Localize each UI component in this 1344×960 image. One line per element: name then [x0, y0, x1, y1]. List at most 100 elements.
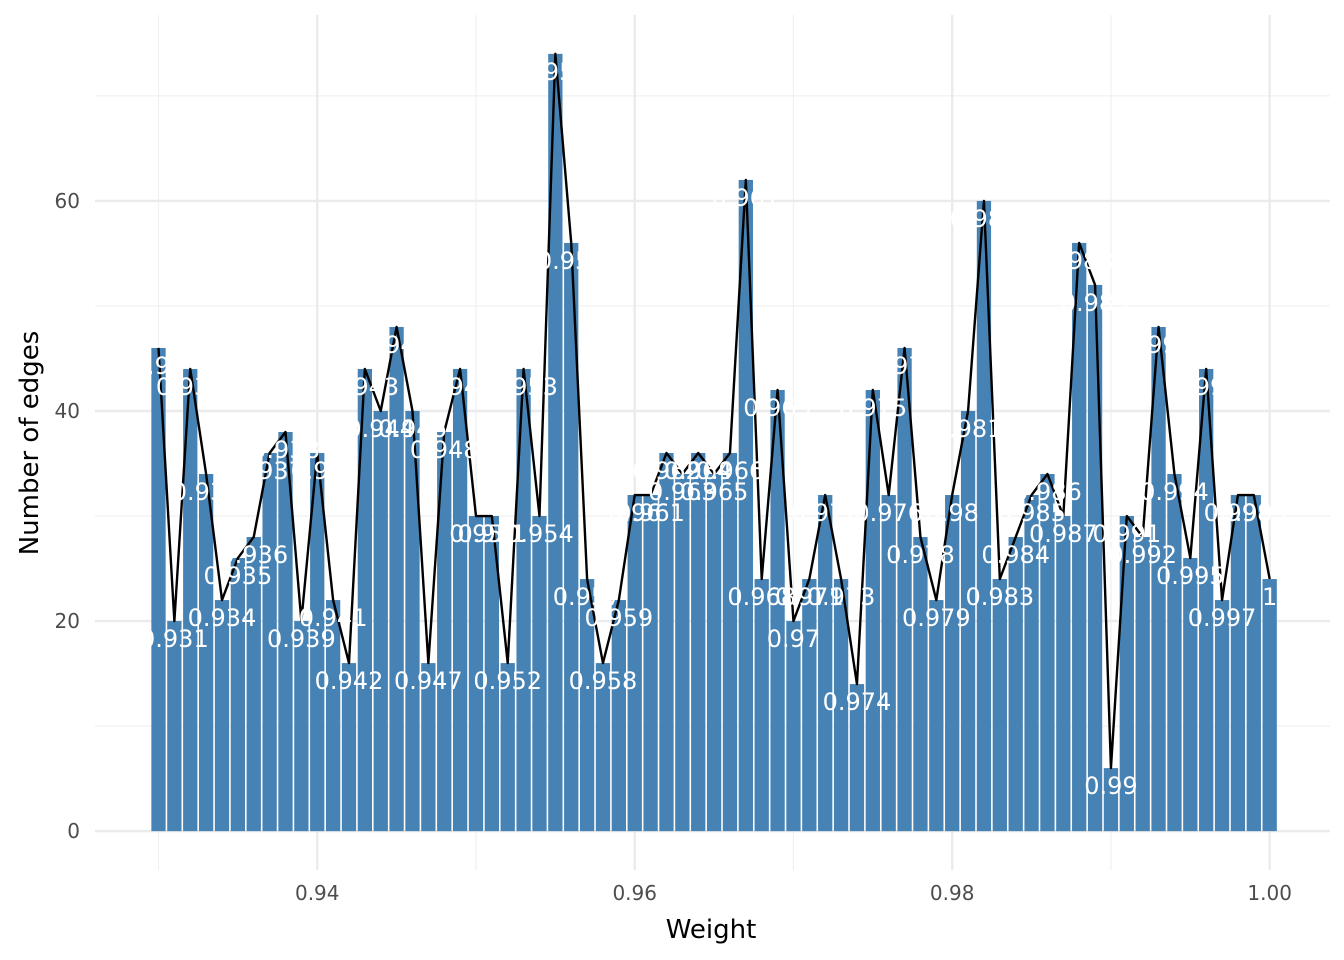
bar-label: 0.931 — [140, 625, 209, 653]
bar-label: 0.965 — [680, 478, 749, 506]
bar — [1008, 537, 1023, 832]
bar — [389, 326, 404, 832]
bar — [913, 537, 928, 832]
bar — [754, 579, 769, 832]
bar-label: 0.951 — [457, 520, 526, 548]
bar-label: 0.978 — [886, 541, 955, 569]
bar-label: 0.947 — [394, 667, 463, 695]
bar-label: 0.982 — [950, 205, 1019, 233]
bar — [706, 474, 722, 832]
bar-label: 0.946 — [378, 415, 447, 443]
bar — [579, 579, 595, 832]
bar — [960, 410, 976, 832]
bar-label: 0.95 — [449, 520, 502, 548]
bar-label: 0.968 — [727, 583, 796, 611]
bar-label: 0.96 — [608, 499, 661, 527]
bar — [992, 579, 1007, 832]
bar-label: 0.934 — [188, 604, 257, 632]
x-axis-ticks: 0.94 0.96 0.98 1.00 — [295, 881, 1292, 905]
bar-label: 0.93 — [132, 352, 185, 380]
bar-label: 0.966 — [696, 457, 765, 485]
bar — [373, 410, 388, 832]
bar-label: 0.991 — [1092, 520, 1161, 548]
bar — [802, 579, 817, 832]
bar — [183, 368, 198, 832]
bar-label: 0.981 — [934, 415, 1003, 443]
bar-label: 0.995 — [1156, 562, 1225, 590]
bar-label: 0.969 — [743, 394, 812, 422]
bar — [1167, 474, 1182, 832]
bar — [564, 242, 579, 832]
bar-label: 0.971 — [775, 583, 844, 611]
bar — [1072, 242, 1087, 832]
bar-label: 0.998 — [1204, 499, 1273, 527]
y-tick-label: 60 — [55, 189, 80, 213]
bar-label: 0.942 — [315, 667, 384, 695]
bar-label: 0.992 — [1108, 541, 1177, 569]
bar-label: 0.999 — [1219, 499, 1288, 527]
bar-label: 0.949 — [426, 373, 495, 401]
bar-label: 0.941 — [299, 604, 368, 632]
bar — [421, 663, 436, 832]
bar — [357, 368, 373, 832]
bar-label: 0.996 — [1172, 373, 1241, 401]
bar — [262, 453, 277, 832]
x-tick-label: 0.96 — [612, 881, 657, 905]
bar — [786, 621, 801, 832]
bar — [595, 663, 611, 832]
bar — [1230, 495, 1246, 832]
bar-label: 0.993 — [1124, 331, 1193, 359]
bar — [214, 600, 230, 832]
bar-label: 0.994 — [1140, 478, 1209, 506]
bar-label: 0.945 — [362, 331, 431, 359]
bar-label: 0.944 — [346, 415, 415, 443]
bar-label: 0.959 — [584, 604, 653, 632]
bar — [1151, 326, 1166, 832]
bar — [1246, 495, 1261, 832]
bar-label: 0.933 — [172, 478, 241, 506]
y-axis-ticks: 0 20 40 60 — [55, 189, 80, 843]
bar-label: 0.985 — [997, 499, 1066, 527]
bar — [167, 621, 182, 832]
bar-label: 0.967 — [711, 184, 780, 212]
bar-label: 0.973 — [807, 583, 876, 611]
bar-label: 0.937 — [235, 457, 304, 485]
bar — [1183, 558, 1198, 832]
bar — [500, 663, 515, 832]
bar — [659, 453, 674, 832]
bar-label: 0.979 — [902, 604, 971, 632]
bar — [691, 453, 706, 832]
bar-label: 0.98 — [925, 499, 978, 527]
bar — [405, 410, 420, 832]
bar-label: 0.983 — [965, 583, 1034, 611]
bar-label: 0.932 — [156, 373, 225, 401]
y-tick-label: 20 — [55, 609, 80, 633]
bar-label: 0.97 — [767, 625, 820, 653]
bar — [1087, 284, 1103, 832]
bar — [548, 53, 563, 832]
bar-label: 0.976 — [854, 499, 923, 527]
bar — [1199, 368, 1214, 832]
bar — [341, 663, 357, 832]
x-tick-label: 1.00 — [1247, 881, 1292, 905]
bar — [532, 516, 547, 832]
bar-label: 0.936 — [219, 541, 288, 569]
bar — [452, 368, 468, 832]
bar — [278, 431, 293, 832]
bar — [897, 347, 912, 832]
bar — [516, 368, 531, 832]
bar-label: 0.963 — [648, 478, 717, 506]
bar — [818, 495, 833, 832]
bar-label: 0.984 — [981, 541, 1050, 569]
bar-label: 0.974 — [823, 688, 892, 716]
bar-label: 0.987 — [1029, 520, 1098, 548]
bar-label: 0.939 — [267, 625, 336, 653]
bar — [310, 453, 325, 832]
y-tick-label: 40 — [55, 399, 80, 423]
bar — [849, 684, 865, 832]
bar — [738, 179, 753, 832]
bar — [1262, 579, 1277, 832]
bar — [929, 600, 944, 832]
